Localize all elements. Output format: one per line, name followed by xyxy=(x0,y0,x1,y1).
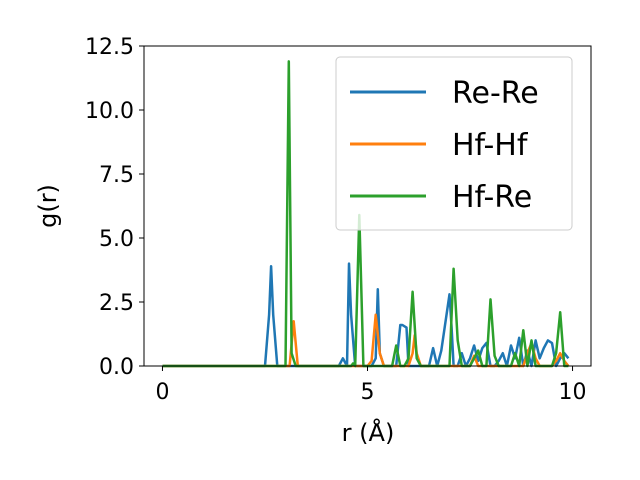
y-tick-label: 10.0 xyxy=(85,99,134,124)
x-axis: 0 5 10 xyxy=(155,366,587,405)
legend-box xyxy=(335,56,573,231)
series-line-re-re xyxy=(162,262,570,368)
x-tick-label: 0 xyxy=(155,380,169,405)
y-axis-label: g(r) xyxy=(34,184,62,228)
y-tick-label: 0.0 xyxy=(99,355,134,380)
legend-label-hf-re: Hf-Re xyxy=(452,180,532,215)
y-tick-label: 7.5 xyxy=(99,163,134,188)
y-tick-label: 5.0 xyxy=(99,227,134,252)
y-tick-label: 2.5 xyxy=(99,291,134,316)
y-tick-label: 12.5 xyxy=(85,35,134,60)
x-axis-label: r (Å) xyxy=(342,418,395,447)
series-line-hf-re xyxy=(162,60,569,368)
y-axis: 0.0 2.5 5.0 7.5 10.0 12.5 xyxy=(85,35,144,380)
legend: Re-Re Hf-Hf Hf-Re xyxy=(335,56,573,231)
x-tick-label: 5 xyxy=(361,380,375,405)
legend-label-re-re: Re-Re xyxy=(452,76,539,111)
legend-label-hf-hf: Hf-Hf xyxy=(452,128,529,163)
x-tick-label: 10 xyxy=(559,380,587,405)
